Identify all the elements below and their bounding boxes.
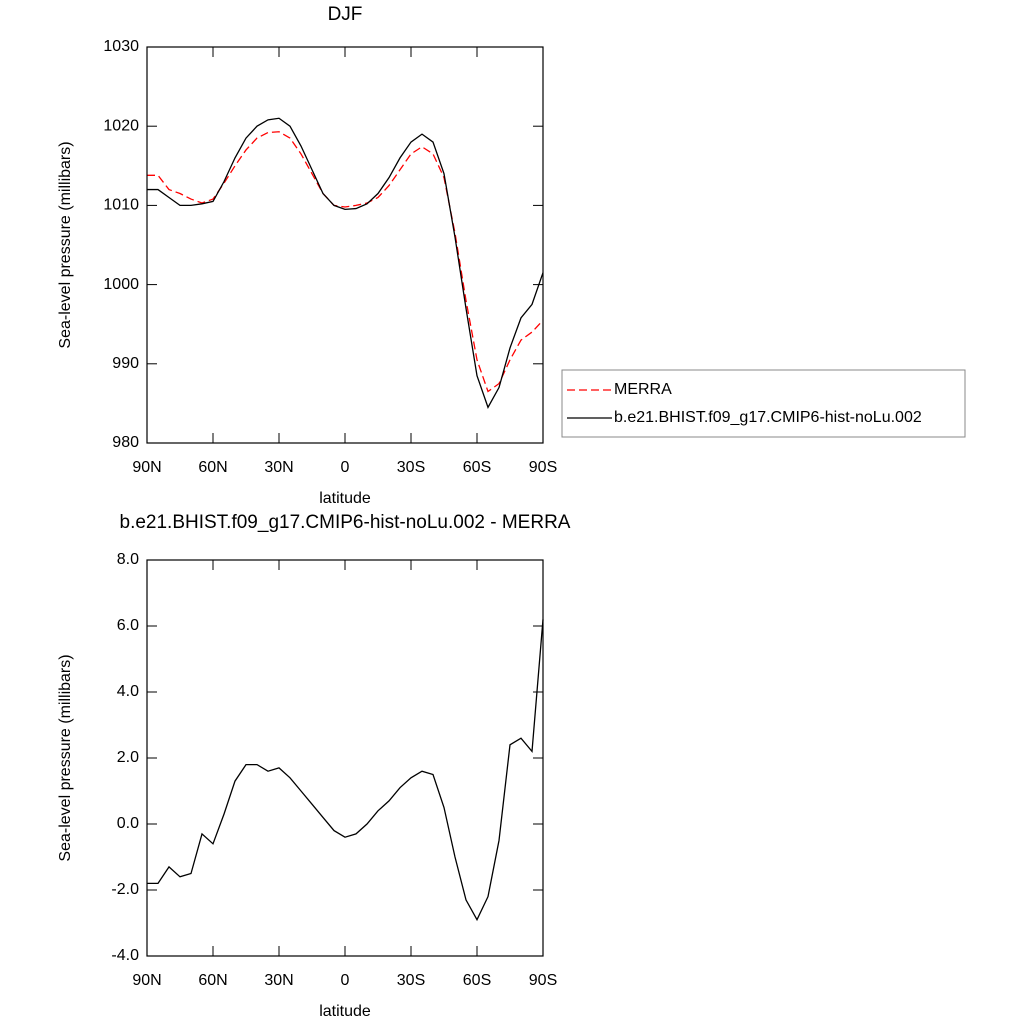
x-tick-label: 30S [397, 459, 425, 476]
y-tick-label: 1030 [103, 38, 139, 55]
y-tick-label: 6.0 [117, 617, 139, 634]
plot-frame [146, 559, 544, 957]
y-tick-label: 1000 [103, 276, 139, 293]
chart-title: b.e21.BHIST.f09_g17.CMIP6-hist-noLu.002 … [120, 512, 571, 533]
x-tick-label: 90S [529, 972, 557, 989]
y-tick-label: 4.0 [117, 683, 139, 700]
x-tick-label: 90N [132, 972, 161, 989]
x-axis-label: latitude [319, 1003, 371, 1020]
y-tick-label: 1020 [103, 117, 139, 134]
x-tick-label: 0 [341, 972, 350, 989]
x-tick-label: 30N [264, 459, 293, 476]
chart-title: DJF [328, 4, 363, 25]
data-line [147, 619, 544, 922]
y-tick-label: 990 [112, 355, 139, 372]
x-tick-label: 30S [397, 972, 425, 989]
y-tick-label: -4.0 [111, 947, 139, 964]
y-tick-label: 0.0 [117, 815, 139, 832]
x-tick-label: 60N [198, 972, 227, 989]
x-tick-label: 60S [463, 972, 491, 989]
x-tick-label: 90N [132, 459, 161, 476]
y-tick-label: 1010 [103, 197, 139, 214]
x-tick-label: 0 [341, 459, 350, 476]
x-axis-label: latitude [319, 490, 371, 507]
legend-label: MERRA [614, 381, 672, 398]
y-tick-label: 2.0 [117, 749, 139, 766]
x-tick-label: 60S [463, 459, 491, 476]
y-tick-label: -2.0 [111, 881, 139, 898]
x-tick-label: 90S [529, 459, 557, 476]
y-tick-label: 980 [112, 434, 139, 451]
y-axis-label: Sea-level pressure (millibars) [57, 654, 74, 861]
legend-label: b.e21.BHIST.f09_g17.CMIP6-hist-noLu.002 [614, 409, 922, 426]
data-line [147, 131, 544, 393]
plot-frame [146, 46, 544, 444]
x-tick-label: 30N [264, 972, 293, 989]
y-axis-label: Sea-level pressure (millibars) [57, 141, 74, 348]
data-line [147, 117, 544, 409]
y-tick-label: 8.0 [117, 551, 139, 568]
legend-box [561, 369, 966, 438]
x-tick-label: 60N [198, 459, 227, 476]
